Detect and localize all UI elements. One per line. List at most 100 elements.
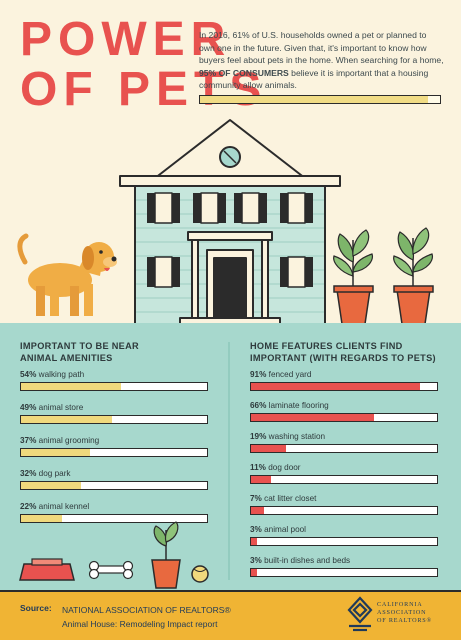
stat-bar [250, 444, 438, 453]
plant-illustration-left [333, 229, 374, 325]
stat-percent: 3% [250, 525, 262, 534]
stat-text: dog park [36, 469, 71, 478]
stat-item: 54% walking path [20, 369, 208, 391]
stat-label: 19% washing station [250, 431, 438, 442]
stat-label: 11% dog door [250, 462, 438, 473]
stat-bar [20, 514, 208, 523]
stat-percent: 22% [20, 502, 37, 511]
left-title-line-1: IMPORTANT TO BE NEAR [20, 341, 139, 351]
source-band [0, 592, 461, 640]
stat-bar-fill [251, 538, 257, 545]
stat-text: animal grooming [36, 436, 100, 445]
intro-text: In 2016, 61% of U.S. households owned a … [199, 29, 444, 92]
stat-label: 7% cat litter closet [250, 493, 438, 504]
stat-label: 54% walking path [20, 369, 208, 380]
car-logo-text: CALIFORNIA ASSOCIATION OF REALTORS® [377, 601, 432, 625]
potted-plant-illustration [151, 521, 181, 589]
plant-illustration-right [393, 227, 434, 325]
stat-percent: 7% [250, 494, 262, 503]
stat-bar-fill [251, 414, 374, 421]
stat-item: 66% laminate flooring [250, 400, 438, 422]
stat-label: 66% laminate flooring [250, 400, 438, 411]
stat-bar-fill [21, 416, 113, 423]
stat-percent: 66% [250, 401, 267, 410]
stat-bar [250, 382, 438, 391]
stat-percent: 37% [20, 436, 37, 445]
stat-text: built-in dishes and beds [261, 556, 351, 565]
stat-percent: 3% [250, 556, 262, 565]
stat-item: 49% animal store [20, 402, 208, 424]
stat-item: 37% animal grooming [20, 435, 208, 457]
stat-text: washing station [266, 432, 326, 441]
left-column-title: IMPORTANT TO BE NEAR ANIMAL AMENITIES [20, 340, 139, 364]
stat-bar [250, 413, 438, 422]
pet-bowl-illustration [19, 558, 75, 581]
title-line-2: OF PETS [20, 63, 268, 116]
right-column-title: HOME FEATURES CLIENTS FIND IMPORTANT (WI… [250, 340, 436, 364]
stat-item: 91% fenced yard [250, 369, 438, 391]
intro-highlight: 95% OF CONSUMERS [199, 67, 289, 78]
stat-label: 3% built-in dishes and beds [250, 555, 438, 566]
stat-percent: 32% [20, 469, 37, 478]
stat-item: 11% dog door [250, 462, 438, 484]
stat-text: laminate flooring [266, 401, 329, 410]
stat-text: cat litter closet [261, 494, 317, 503]
intro-progress-fill [200, 96, 428, 103]
stat-item: 7% cat litter closet [250, 493, 438, 515]
stat-bar-fill [21, 449, 90, 456]
logo-line-2: ASSOCIATION [377, 609, 427, 616]
stat-item: 3% animal pool [250, 524, 438, 546]
stat-bar [250, 568, 438, 577]
floor-props [0, 521, 461, 592]
stat-item: 3% built-in dishes and beds [250, 555, 438, 577]
stat-bar [20, 448, 208, 457]
right-title-line-2: IMPORTANT (WITH REGARDS TO PETS) [250, 353, 436, 363]
stat-bar [250, 506, 438, 515]
intro-part-1: In 2016, 61% of U.S. households owned a … [199, 30, 444, 66]
stat-bar [20, 415, 208, 424]
stat-text: animal pool [261, 525, 306, 534]
stat-text: animal kennel [36, 502, 90, 511]
column-divider [228, 342, 230, 580]
car-logo-icon [347, 596, 373, 632]
stat-text: fenced yard [266, 370, 312, 379]
stat-bar-fill [251, 445, 287, 452]
left-title-line-2: ANIMAL AMENITIES [20, 353, 113, 363]
stat-bar-fill [251, 383, 421, 390]
stat-percent: 91% [250, 370, 267, 379]
source-line-1: NATIONAL ASSOCIATION OF REALTORS® [62, 605, 231, 615]
title-line-1: POWER [20, 13, 232, 66]
right-title-line-1: HOME FEATURES CLIENTS FIND [250, 341, 403, 351]
tennis-ball-illustration [191, 565, 209, 583]
stat-bar [20, 481, 208, 490]
stat-bar-fill [21, 482, 81, 489]
stat-percent: 49% [20, 403, 37, 412]
stat-bar-fill [21, 515, 62, 522]
logo-line-3: OF REALTORS® [377, 617, 433, 624]
source-text: NATIONAL ASSOCIATION OF REALTORS® Animal… [62, 603, 231, 631]
source-line-2: Animal House: Remodeling Impact report [62, 619, 218, 629]
stat-text: walking path [36, 370, 85, 379]
page-title: POWER OF PETS [20, 15, 267, 115]
stat-percent: 54% [20, 370, 37, 379]
stat-bar-fill [251, 569, 257, 576]
stat-bar [20, 382, 208, 391]
logo-line-1: CALIFORNIA [377, 601, 423, 608]
source-label: Source: [20, 603, 52, 613]
stat-label: 3% animal pool [250, 524, 438, 535]
stat-label: 37% animal grooming [20, 435, 208, 446]
stat-bar-fill [21, 383, 122, 390]
intro-progress-bar [199, 95, 441, 104]
bone-illustration [88, 560, 134, 580]
stat-bar [250, 475, 438, 484]
stat-text: dog door [265, 463, 301, 472]
stat-item: 32% dog park [20, 468, 208, 490]
intro-part-2: believe it is important that a housing c… [199, 67, 429, 91]
stat-percent: 11% [250, 463, 266, 472]
stat-bar-fill [251, 476, 272, 483]
stat-label: 49% animal store [20, 402, 208, 413]
stat-item: 22% animal kennel [20, 501, 208, 523]
stat-label: 22% animal kennel [20, 501, 208, 512]
stat-label: 91% fenced yard [250, 369, 438, 380]
